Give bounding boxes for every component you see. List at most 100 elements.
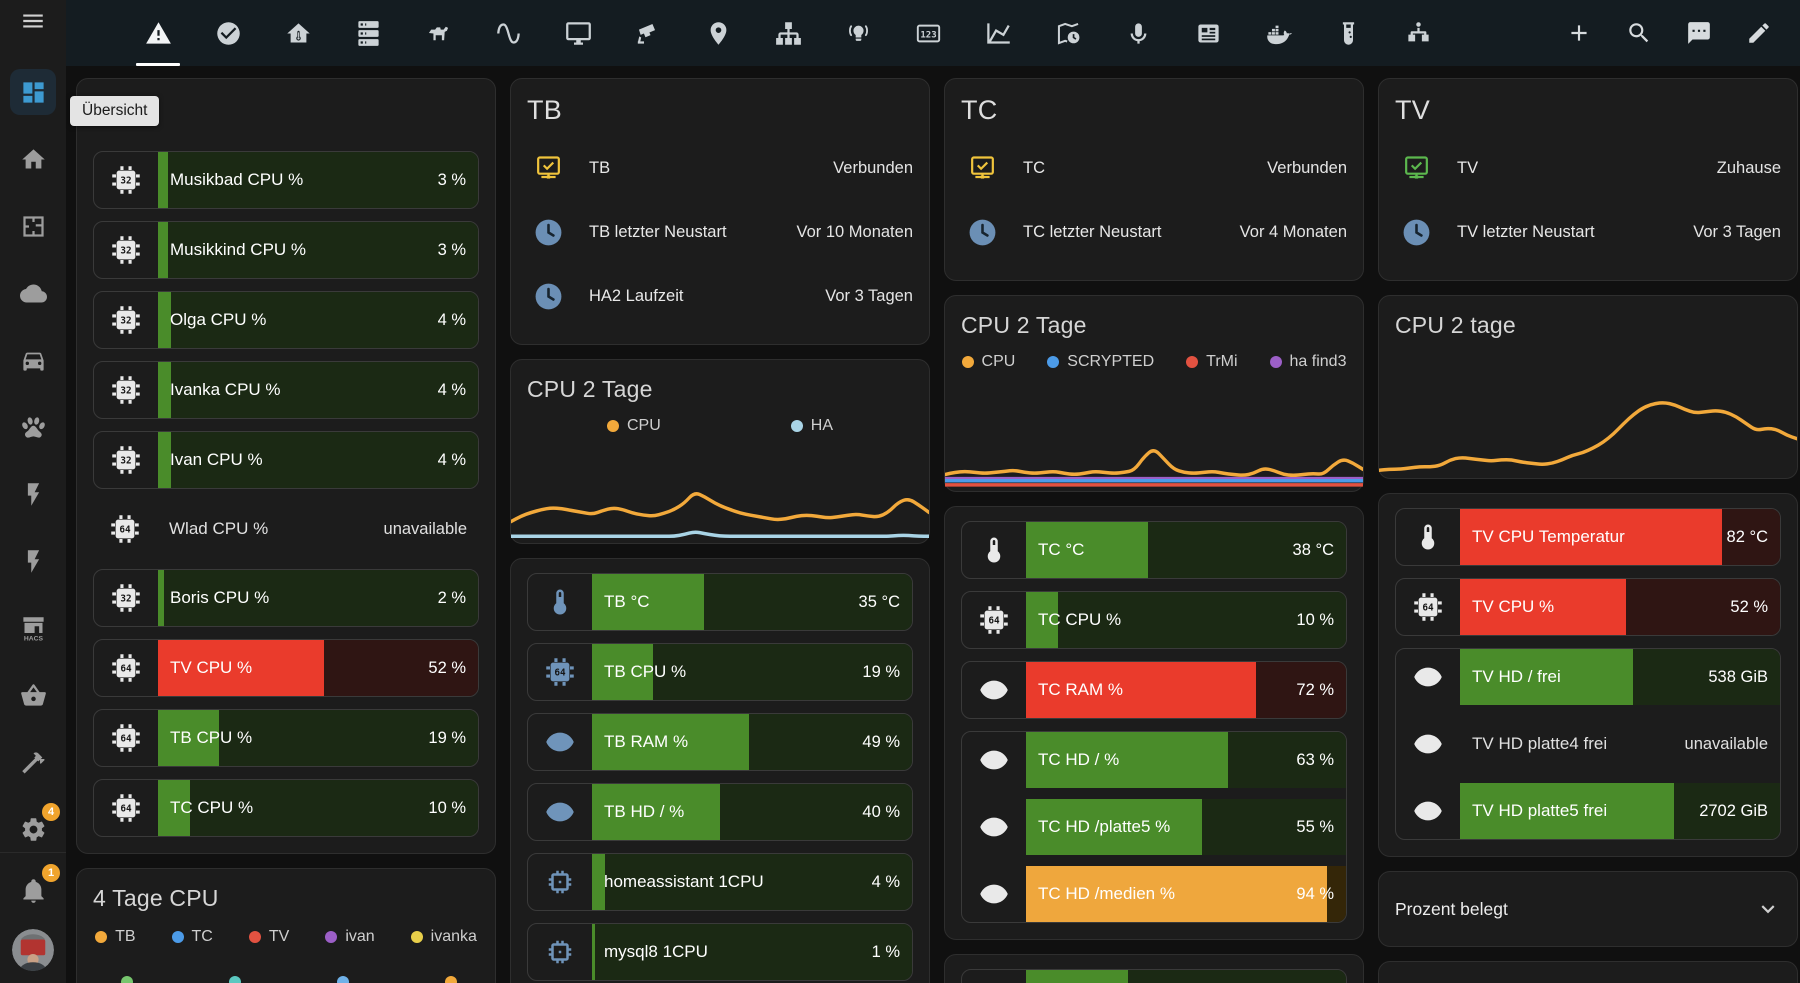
sensor-bar-row[interactable]: TC °C 38 °C [962, 522, 1346, 578]
sidebar-item-floor-plan[interactable] [10, 203, 56, 249]
svg-text:64: 64 [120, 734, 132, 745]
legend-item[interactable] [229, 976, 249, 983]
tab-microphone[interactable] [1116, 0, 1160, 66]
legend-item[interactable]: CPU [961, 353, 1015, 371]
tab-chart-line[interactable] [976, 0, 1020, 66]
legend-item[interactable] [121, 976, 141, 983]
sensor-bar-row[interactable]: TC HD / % 63 % [962, 732, 1346, 788]
sensor-bar-row[interactable]: TC HD /medien frei 310 GiB [962, 970, 1346, 983]
legend-item[interactable]: ivanka [410, 928, 477, 946]
sensor-bar-row[interactable]: TV HD / frei 538 GiB [1396, 649, 1780, 705]
bar-track: TC HD /medien % 94 % [1026, 866, 1346, 922]
sensor-bar-row[interactable]: 64 TB CPU % 19 % [528, 644, 912, 700]
sidebar-item-basket[interactable] [10, 672, 56, 718]
entity-row[interactable]: TB Verbunden [527, 136, 913, 200]
sensor-bar-row[interactable]: mysql8 1CPU 1 % [528, 924, 912, 980]
bar-label: TV CPU Temperatur [1472, 527, 1625, 546]
sidebar-item-flash[interactable] [10, 538, 56, 584]
legend-item[interactable]: ha find3 [1269, 353, 1346, 371]
legend-item[interactable]: ivan [325, 928, 375, 946]
sidebar-item-cog[interactable]: 4 [10, 803, 60, 852]
tab-server[interactable] [346, 0, 390, 66]
tab-home-thermometer[interactable] [276, 0, 320, 66]
sidebar-item-view-dashboard[interactable] [10, 69, 56, 115]
tab-map-marker[interactable] [696, 0, 740, 66]
sensor-bar-row[interactable]: TB °C 35 °C [528, 574, 912, 630]
sensor-bar-row[interactable]: TC HD /medien % 94 % [962, 866, 1346, 922]
tab-newspaper[interactable] [1186, 0, 1230, 66]
sensor-bar-row[interactable]: TC HD /platte5 % 55 % [962, 799, 1346, 855]
sidebar-item-flash[interactable] [10, 471, 56, 517]
tab-network[interactable] [1396, 0, 1440, 66]
legend-item[interactable] [445, 976, 465, 983]
chat-button[interactable] [1681, 15, 1717, 51]
entity-row[interactable]: TB letzter Neustart Vor 10 Monaten [527, 200, 913, 264]
legend-label: HA [810, 417, 833, 434]
entity-row[interactable]: HA2 Laufzeit Vor 3 Tagen [527, 264, 913, 328]
sensor-bar-row[interactable]: 32 Boris CPU % 2 % [94, 570, 478, 626]
sensor-bar-row[interactable]: TV HD platte5 frei 2702 GiB [1396, 783, 1780, 839]
entity-row[interactable]: TC letzter Neustart Vor 4 Monaten [961, 200, 1347, 264]
sidebar-item-home[interactable] [10, 136, 56, 182]
sidebar-item-cloud[interactable] [10, 270, 56, 316]
sensor-bar-row[interactable]: TC RAM % 72 % [962, 662, 1346, 718]
tab-test-tube[interactable] [1326, 0, 1370, 66]
sensor-bar-row[interactable]: 64 TC CPU % 10 % [94, 780, 478, 836]
entity-row[interactable]: TC Verbunden [961, 136, 1347, 200]
tab-dog[interactable] [416, 0, 460, 66]
entity-row[interactable]: TV letzter Neustart Vor 3 Tagen [1395, 200, 1781, 264]
sensor-bar-row[interactable]: 64 TB CPU % 19 % [94, 710, 478, 766]
tab-sine-wave[interactable] [486, 0, 530, 66]
sensor-bar-row[interactable]: TB HD / % 40 % [528, 784, 912, 840]
tab-alert[interactable] [136, 0, 180, 66]
sensor-bar-row[interactable]: TV HD platte4 frei unavailable [1396, 716, 1780, 772]
tab-lightbulb[interactable] [836, 0, 880, 66]
sensor-bar-row[interactable]: 64 TC CPU % 10 % [962, 592, 1346, 648]
sidebar-item-hammer[interactable] [10, 739, 56, 785]
sensor-bar-row[interactable]: 32 Musikbad CPU % 3 % [94, 152, 478, 208]
line-chart [1379, 401, 1797, 473]
sensor-bar-row[interactable]: 32 Ivan CPU % 4 % [94, 432, 478, 488]
tab-monitor[interactable] [556, 0, 600, 66]
pencil-button[interactable] [1741, 15, 1777, 51]
sensor-bar-row[interactable]: 64 Wlad CPU % unavailable [93, 501, 479, 557]
entity-row[interactable]: TV Zuhause [1395, 136, 1781, 200]
collapsed-section-card[interactable]: Prozent belegt [1378, 871, 1798, 947]
legend-item[interactable]: TV [248, 928, 289, 946]
tab-counter[interactable]: 123 [906, 0, 950, 66]
tab-docker[interactable] [1256, 0, 1300, 66]
legend-item[interactable]: TC [171, 928, 213, 946]
sensor-bar-row[interactable]: homeassistant 1CPU 4 % [528, 854, 912, 910]
sidebar-item-bell[interactable]: 1 [10, 864, 60, 913]
sensor-bar-row[interactable]: 32 Ivanka CPU % 4 % [94, 362, 478, 418]
sensor-bar-row[interactable]: TB RAM % 49 % [528, 714, 912, 770]
chevron-down-icon[interactable] [1755, 896, 1781, 922]
tab-sitemap[interactable] [766, 0, 810, 66]
sensor-bar-row[interactable]: 32 Musikkind CPU % 3 % [94, 222, 478, 278]
legend-item[interactable] [337, 976, 357, 983]
legend-item[interactable]: TB [95, 928, 136, 946]
sensor-bar-row[interactable]: 32 Olga CPU % 4 % [94, 292, 478, 348]
sidebar-item-car[interactable] [10, 337, 56, 383]
sensor-bar-row[interactable]: 64 TV CPU % 52 % [94, 640, 478, 696]
legend-item[interactable]: SCRYPTED [1047, 353, 1154, 371]
bar-track: Musikbad CPU % 3 % [158, 152, 478, 208]
user-avatar[interactable] [12, 929, 54, 971]
sidebar-item-hacs[interactable]: HACS [10, 605, 56, 651]
tab-map-clock[interactable] [1046, 0, 1090, 66]
legend-item[interactable]: CPU [606, 417, 661, 435]
header: 123 [66, 0, 1800, 66]
legend-item[interactable]: HA [790, 417, 833, 435]
plus-button[interactable] [1561, 15, 1597, 51]
legend-item[interactable]: TrMi [1186, 353, 1238, 371]
sensor-bars-card: TC HD /medien frei 310 GiB [944, 954, 1364, 983]
sensor-bar-row[interactable]: TV CPU Temperatur 82 °C [1396, 509, 1780, 565]
sidebar-item-paw[interactable] [10, 404, 56, 450]
bar-group: mysql8 1CPU 1 % [527, 923, 913, 981]
menu-button[interactable] [0, 0, 66, 41]
sensor-bar-row[interactable]: 64 TV CPU % 52 % [1396, 579, 1780, 635]
tab-check-circle[interactable] [206, 0, 250, 66]
magnify-button[interactable] [1621, 15, 1657, 51]
tab-cctv[interactable] [626, 0, 670, 66]
legend-label: ivanka [430, 928, 477, 945]
